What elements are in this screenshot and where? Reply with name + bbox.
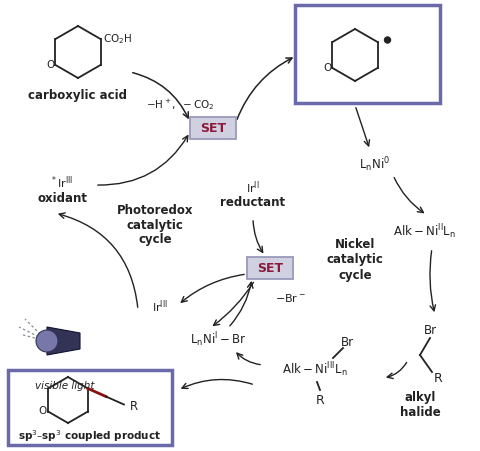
Text: Br: Br [340,336,354,349]
Text: $\mathregular{CO_2H}$: $\mathregular{CO_2H}$ [103,32,132,46]
Text: Photoredox
catalytic
cycle: Photoredox catalytic cycle [117,203,193,247]
FancyBboxPatch shape [8,370,172,445]
Text: SET: SET [257,262,283,275]
Text: sp$^3$–sp$^3$ coupled product: sp$^3$–sp$^3$ coupled product [18,428,162,444]
Text: O: O [323,63,332,73]
Text: R: R [130,400,138,413]
Text: halide: halide [400,406,440,419]
Circle shape [36,330,58,352]
Text: $\mathregular{-H^+,\ -CO_2}$: $\mathregular{-H^+,\ -CO_2}$ [146,97,214,112]
Circle shape [384,37,391,43]
Text: $\mathregular{Alk-Ni^{II}L_n}$: $\mathregular{Alk-Ni^{II}L_n}$ [394,223,456,241]
Text: $\mathregular{L_nNi^I-Br}$: $\mathregular{L_nNi^I-Br}$ [190,331,246,350]
Text: Br: Br [423,323,437,336]
FancyBboxPatch shape [295,5,440,103]
Text: O: O [39,406,47,417]
Text: $\mathregular{Ir^{III}}$: $\mathregular{Ir^{III}}$ [152,299,168,315]
Text: R: R [316,394,324,406]
Text: $\mathregular{-Br^-}$: $\mathregular{-Br^-}$ [275,292,305,304]
Text: oxidant: oxidant [37,192,87,204]
Polygon shape [47,327,80,355]
FancyBboxPatch shape [247,257,293,279]
Text: O: O [46,60,55,70]
FancyBboxPatch shape [190,117,236,139]
Text: reductant: reductant [220,197,286,210]
Text: visible light: visible light [35,381,95,391]
Text: $\mathregular{Alk-Ni^{III}L_n}$: $\mathregular{Alk-Ni^{III}L_n}$ [282,361,348,379]
Text: SET: SET [200,121,226,134]
Text: $\mathregular{^*Ir^{III}}$: $\mathregular{^*Ir^{III}}$ [50,175,74,191]
Text: alkyl: alkyl [404,391,436,405]
Text: R: R [433,372,443,385]
Text: Nickel
catalytic
cycle: Nickel catalytic cycle [326,239,384,281]
Text: $\mathregular{L_nNi^0}$: $\mathregular{L_nNi^0}$ [360,156,391,175]
Text: $\mathregular{Ir^{II}}$: $\mathregular{Ir^{II}}$ [246,179,260,196]
Text: carboxylic acid: carboxylic acid [28,89,128,102]
